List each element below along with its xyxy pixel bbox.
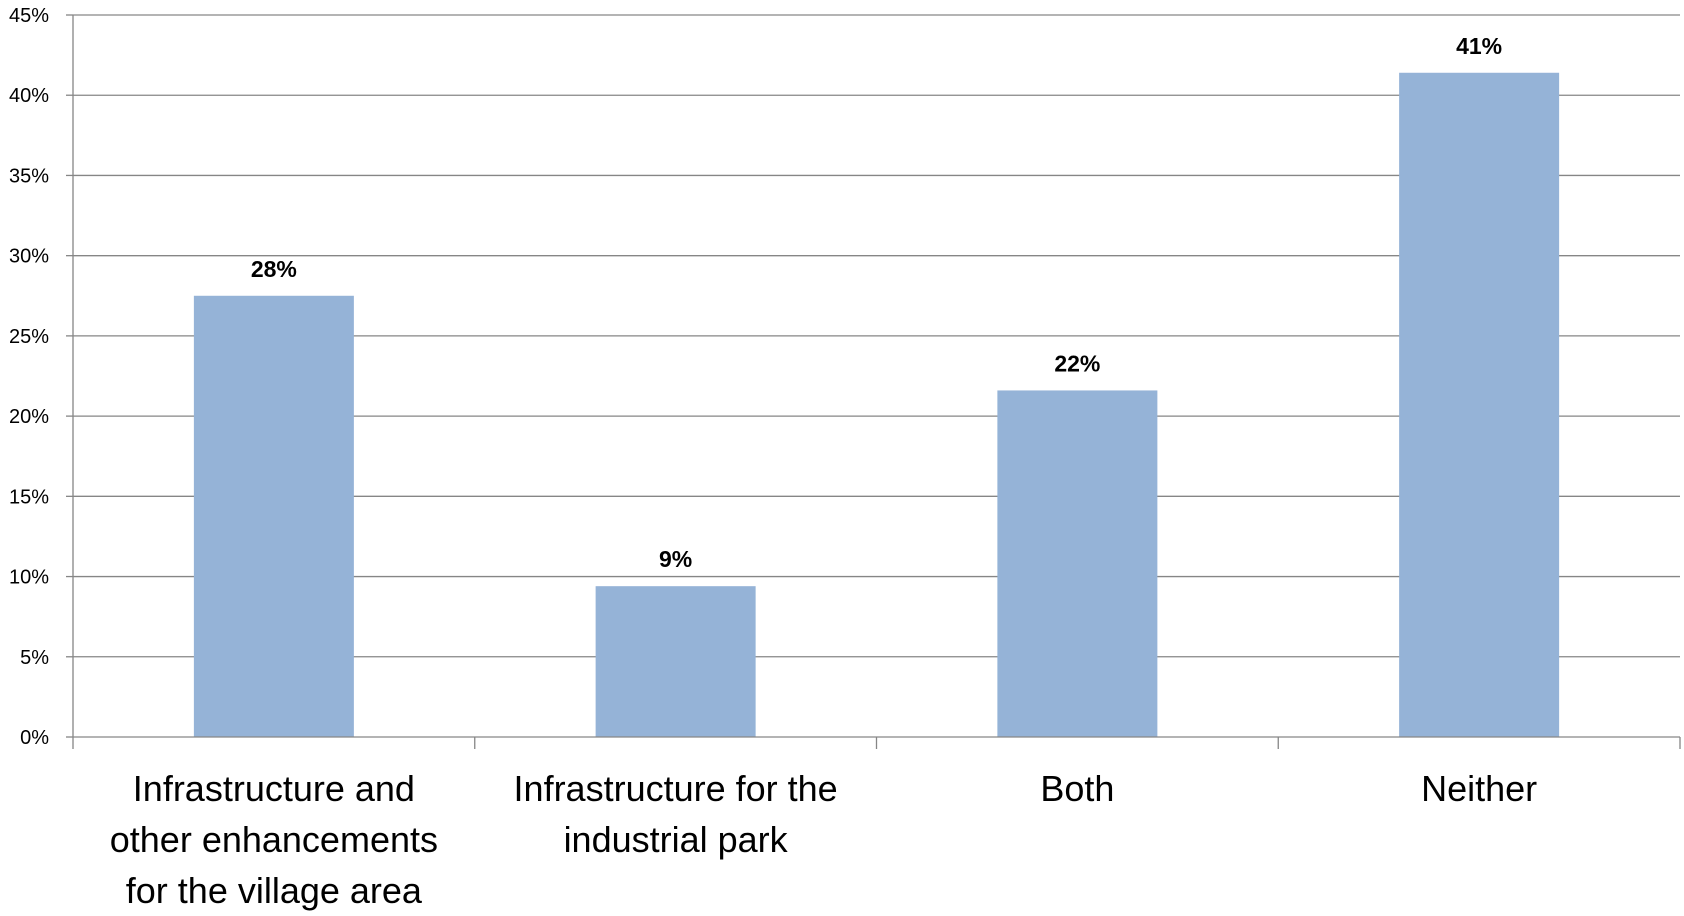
y-axis-tick-labels: 0% 5% 10% 15% 20% 25% 30% 35% 40% 45% [9, 5, 49, 749]
x-axis-tick-labels: Infrastructure and other enhancements for … [110, 768, 1537, 911]
y-tick-label: 30% [9, 246, 49, 268]
y-tick-label: 40% [9, 85, 49, 107]
x-tick-label-line: Both [1040, 768, 1114, 809]
y-tick-label: 45% [9, 5, 49, 27]
y-tick-label: 20% [9, 406, 49, 428]
data-label: 28% [251, 256, 297, 282]
data-labels: 28% 9% 22% 41% [251, 33, 1502, 572]
x-tick-label: Infrastructure and other enhancements for … [110, 768, 438, 911]
x-tick-label: Infrastructure for the industrial park [514, 768, 838, 860]
x-tick-label-line: industrial park [564, 819, 789, 860]
x-tick-label-line: Neither [1421, 768, 1537, 809]
y-tick-label: 15% [9, 486, 49, 508]
bar [1399, 72, 1560, 737]
bar [595, 586, 756, 737]
y-tick-label: 25% [9, 326, 49, 348]
data-label: 41% [1456, 33, 1502, 59]
data-label: 22% [1054, 350, 1100, 376]
y-tick-label: 0% [20, 727, 49, 749]
x-tick-label: Both [1040, 768, 1114, 809]
data-label: 9% [659, 546, 692, 572]
bar [193, 295, 354, 737]
axes [66, 14, 1681, 749]
x-tick-label-line: other enhancements [110, 819, 438, 860]
y-tick-label: 10% [9, 567, 49, 589]
x-tick-label-line: Infrastructure for the [514, 768, 838, 809]
x-tick-label-line: for the village area [126, 870, 423, 911]
bars [193, 72, 1560, 737]
y-tick-label: 5% [20, 647, 49, 669]
bar [997, 390, 1158, 737]
x-tick-label-line: Infrastructure and [133, 768, 415, 809]
x-tick-label: Neither [1421, 768, 1537, 809]
y-tick-label: 35% [9, 165, 49, 187]
